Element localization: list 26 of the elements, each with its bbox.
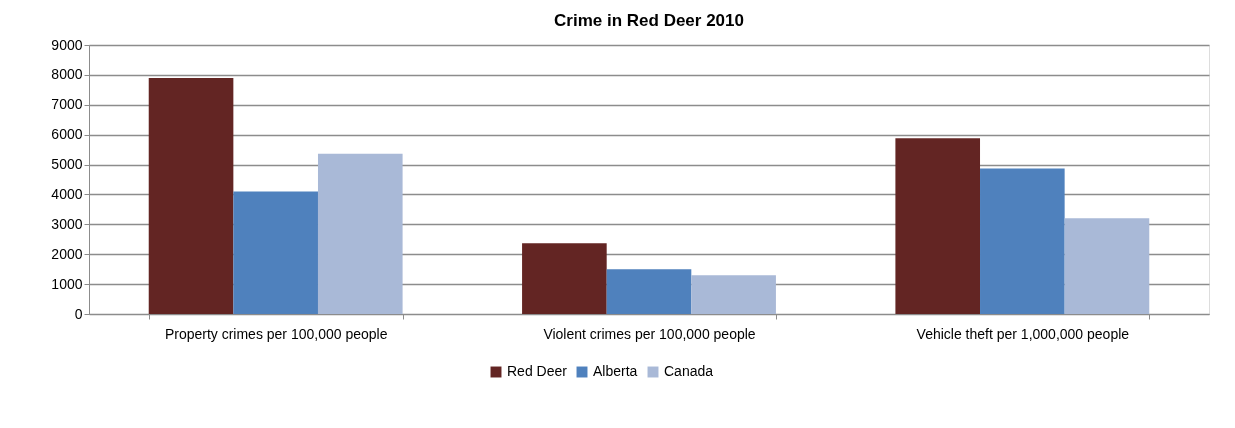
y-tick-label: 5000 xyxy=(51,156,83,173)
x-tick-label: Violent crimes per 100,000 people xyxy=(543,325,756,342)
y-tick-label: 8000 xyxy=(51,66,83,83)
bar xyxy=(1064,218,1150,314)
y-tick-label: 2000 xyxy=(51,245,83,262)
bar xyxy=(317,153,403,314)
bar xyxy=(522,243,607,314)
y-tick-label: 1000 xyxy=(51,275,83,292)
legend-label: Canada xyxy=(664,363,714,379)
bar xyxy=(148,77,234,314)
legend-label: Alberta xyxy=(593,363,638,379)
bar xyxy=(233,191,318,314)
legend-label: Red Deer xyxy=(507,363,568,379)
y-tick-label: 4000 xyxy=(51,185,83,202)
bar xyxy=(691,275,776,314)
y-tick-label: 0 xyxy=(74,305,83,322)
y-tick-label: 3000 xyxy=(51,215,83,232)
x-tick-label: Vehicle theft per 1,000,000 people xyxy=(916,325,1130,342)
y-tick-label: 9000 xyxy=(51,36,83,53)
y-tick-label: 6000 xyxy=(51,126,83,143)
x-tick-label: Property crimes per 100,000 people xyxy=(164,325,388,342)
y-tick-label: 7000 xyxy=(51,96,83,113)
bar xyxy=(980,168,1065,314)
chart-title: Crime in Red Deer 2010 xyxy=(554,11,744,30)
bar xyxy=(606,269,692,314)
bar xyxy=(895,138,981,314)
